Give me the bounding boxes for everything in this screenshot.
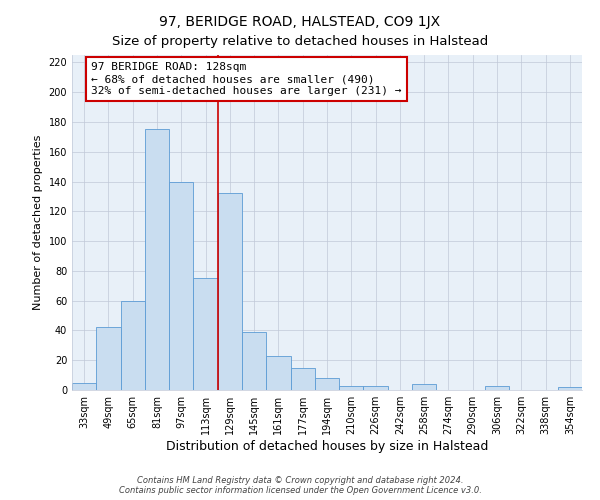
Bar bbox=[72, 382, 96, 390]
Bar bbox=[218, 194, 242, 390]
Bar bbox=[315, 378, 339, 390]
Bar bbox=[169, 182, 193, 390]
Bar bbox=[96, 328, 121, 390]
Bar bbox=[121, 300, 145, 390]
Bar bbox=[242, 332, 266, 390]
Text: 97 BERIDGE ROAD: 128sqm
← 68% of detached houses are smaller (490)
32% of semi-d: 97 BERIDGE ROAD: 128sqm ← 68% of detache… bbox=[91, 62, 402, 96]
Bar bbox=[558, 387, 582, 390]
Bar bbox=[485, 386, 509, 390]
Bar bbox=[339, 386, 364, 390]
Text: Contains HM Land Registry data © Crown copyright and database right 2024.
Contai: Contains HM Land Registry data © Crown c… bbox=[119, 476, 481, 495]
Text: 97, BERIDGE ROAD, HALSTEAD, CO9 1JX: 97, BERIDGE ROAD, HALSTEAD, CO9 1JX bbox=[160, 15, 440, 29]
Y-axis label: Number of detached properties: Number of detached properties bbox=[33, 135, 43, 310]
Bar bbox=[266, 356, 290, 390]
Bar bbox=[145, 130, 169, 390]
Bar bbox=[364, 386, 388, 390]
Bar bbox=[412, 384, 436, 390]
Bar bbox=[290, 368, 315, 390]
Text: Size of property relative to detached houses in Halstead: Size of property relative to detached ho… bbox=[112, 35, 488, 48]
X-axis label: Distribution of detached houses by size in Halstead: Distribution of detached houses by size … bbox=[166, 440, 488, 453]
Bar bbox=[193, 278, 218, 390]
